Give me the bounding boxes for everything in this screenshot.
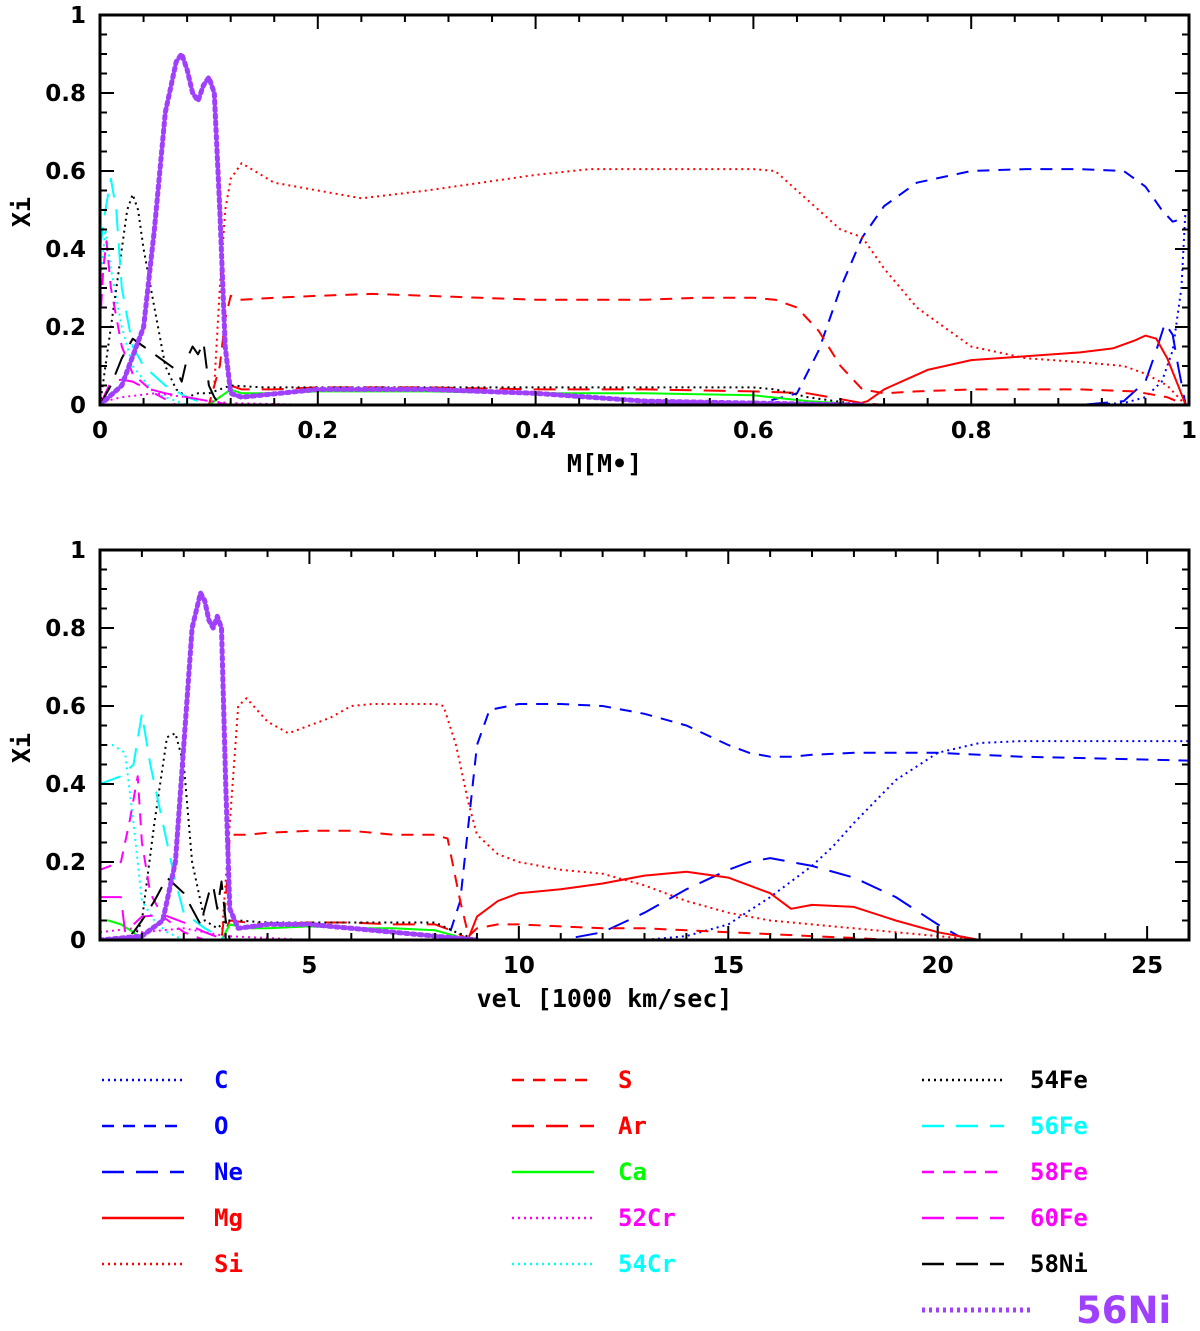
legend-label-54cr: 54Cr xyxy=(618,1250,676,1278)
legend: CO Ne Mg Si S Ar Ca 52Cr 54Cr 54Fe 56Fe 58Fe 60Fe 58N… xyxy=(102,1066,1171,1331)
x-tick-label: 0.2 xyxy=(297,418,338,444)
y-axis-title: Xi xyxy=(7,197,36,227)
y-axis-title: Xi xyxy=(7,733,36,763)
y-tick-label: 0.8 xyxy=(45,616,86,642)
legend-label-54fe: 54Fe xyxy=(1030,1066,1088,1094)
series-line-si xyxy=(100,162,1187,405)
bottom-panel-velocity-coordinate: 5 10 15 20 25 0 0.2 0.4 0.6 0.8 1 vel [1000 km/sec]… xyxy=(7,538,1191,1013)
series-line-56fe xyxy=(100,177,210,405)
y-tick-label: 0.6 xyxy=(45,694,86,720)
y-tick-label: 0.6 xyxy=(45,159,86,185)
y-tick-label: 0 xyxy=(70,928,86,954)
series-line-o xyxy=(100,703,1189,940)
x-axis-title: M[M•] xyxy=(567,449,642,478)
series-line-58ni xyxy=(100,876,231,940)
series-line-ne xyxy=(100,857,1189,940)
plot-frame xyxy=(98,13,1191,407)
series-line-o xyxy=(100,168,1186,405)
series-line-54fe xyxy=(100,732,478,940)
legend-label-60fe: 60Fe xyxy=(1030,1204,1088,1232)
legend-label-s: S xyxy=(618,1066,632,1094)
legend-label-ca: Ca xyxy=(618,1158,647,1186)
y-tick-label: 0.4 xyxy=(45,772,86,798)
y-tick-label: 0.8 xyxy=(45,81,86,107)
series-line-60fe xyxy=(100,896,227,940)
legend-label-mg: Mg xyxy=(214,1204,243,1232)
legend-label-o: O xyxy=(214,1112,228,1140)
top-panel-mass-coordinate: 0 0.2 0.4 0.6 0.8 1 0 0.2 0.4 0.6 0.8 1 M[M•] Xi xyxy=(7,3,1197,478)
series-line-54cr xyxy=(100,228,188,405)
y-tick-label: 0.2 xyxy=(45,850,86,876)
legend-label-si: Si xyxy=(214,1250,243,1278)
plot-frame xyxy=(98,548,1191,942)
series-line-mg xyxy=(100,870,1189,940)
series-line-56fe xyxy=(100,712,227,940)
y-tick-label: 1 xyxy=(70,3,86,29)
legend-label-56ni: 56Ni xyxy=(1076,1289,1171,1331)
series-line-s xyxy=(100,829,1189,940)
x-tick-label: 0.4 xyxy=(515,418,556,444)
x-tick-label: 10 xyxy=(503,953,535,979)
y-tick-label: 0 xyxy=(70,393,86,419)
series-line-56ni xyxy=(100,51,865,405)
y-tick-label: 0.2 xyxy=(45,315,86,341)
x-tick-label: 0 xyxy=(92,418,108,444)
y-tick-label: 0.4 xyxy=(45,237,86,263)
x-tick-label: 5 xyxy=(301,953,317,979)
legend-label-58ni: 58Ni xyxy=(1030,1250,1088,1278)
x-tick-label: 20 xyxy=(922,953,954,979)
series-line-c xyxy=(100,740,1189,940)
legend-label-56fe: 56Fe xyxy=(1030,1112,1088,1140)
legend-label-ar: Ar xyxy=(618,1112,647,1140)
legend-label-c: C xyxy=(214,1066,228,1094)
series-line-58fe xyxy=(100,240,177,405)
series-line-c xyxy=(100,206,1187,405)
series-line-54fe xyxy=(100,193,863,405)
x-axis-title: vel [1000 km/sec] xyxy=(477,984,733,1013)
series-line-58fe xyxy=(100,775,206,940)
legend-label-ne: Ne xyxy=(214,1158,243,1186)
series-line-60fe xyxy=(100,378,231,405)
series-line-si xyxy=(100,697,1189,940)
legend-label-58fe: 58Fe xyxy=(1030,1158,1088,1186)
y-tick-label: 1 xyxy=(70,538,86,564)
series-line-56ni xyxy=(100,590,480,940)
x-tick-label: 25 xyxy=(1131,953,1163,979)
legend-label-52cr: 52Cr xyxy=(618,1204,676,1232)
x-tick-label: 0.6 xyxy=(733,418,774,444)
x-tick-label: 1 xyxy=(1181,418,1197,444)
x-tick-label: 15 xyxy=(712,953,744,979)
x-tick-label: 0.8 xyxy=(951,418,992,444)
series-line-58ni xyxy=(100,337,221,405)
